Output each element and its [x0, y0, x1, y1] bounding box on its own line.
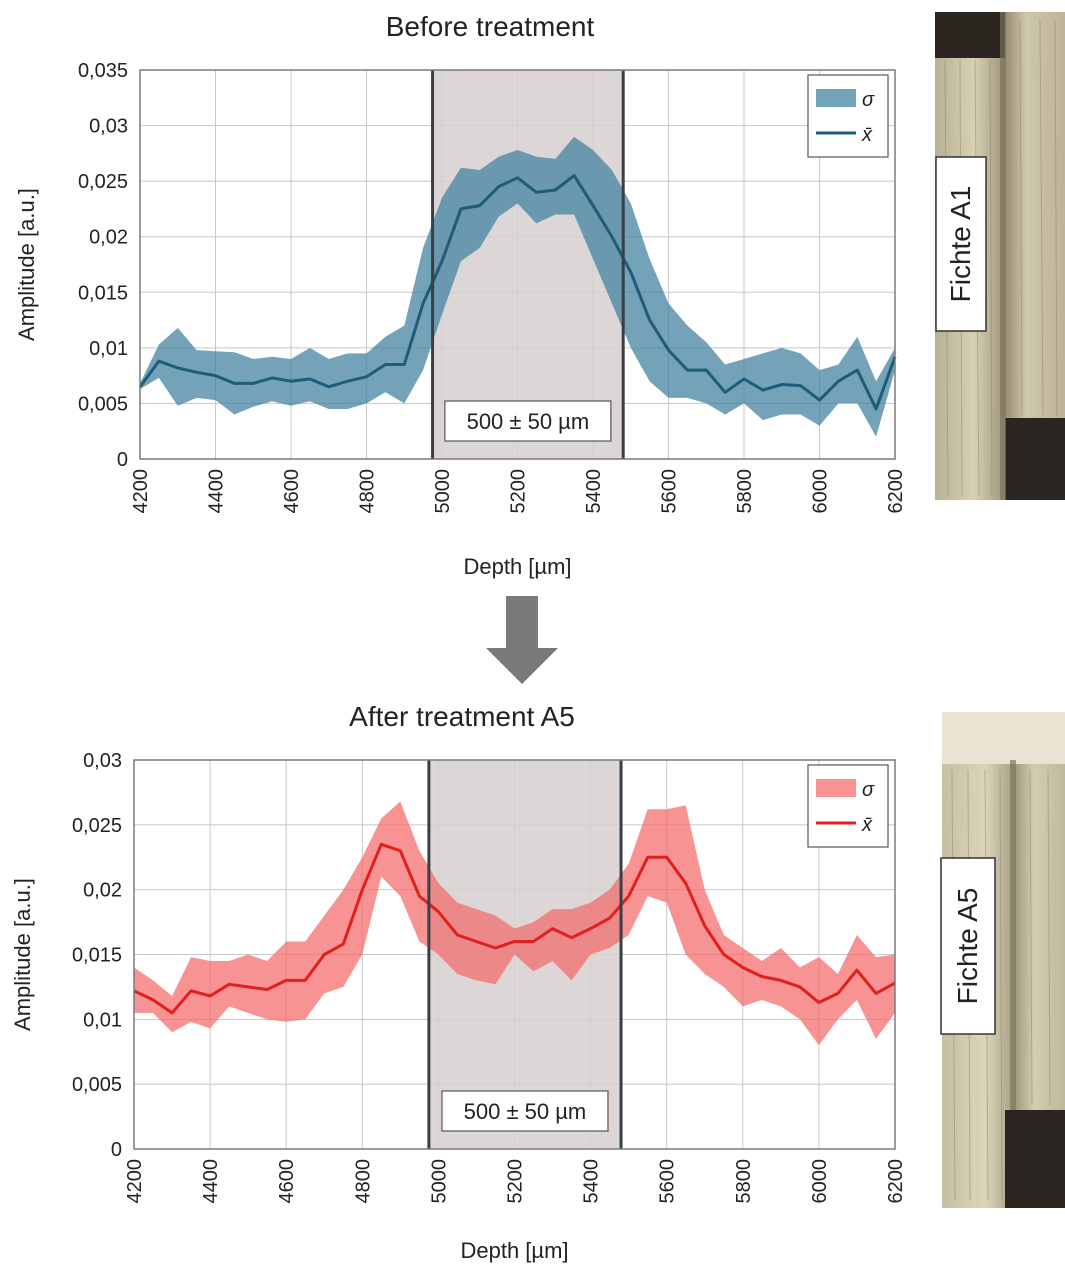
y-tick-label: 0,015: [72, 945, 122, 967]
y-tick-label: 0,03: [83, 750, 122, 772]
y-axis-label: Amplitude [a.u.]: [10, 878, 35, 1031]
x-tick-label: 5400: [583, 469, 605, 514]
legend-box: [807, 764, 889, 848]
x-tick-labels: 4200 4400 4600 4800 5000 5200 5400 5600 5800 6000…: [130, 469, 907, 514]
chart-title: After treatment A5: [349, 701, 575, 732]
x-tick-label: 5600: [659, 469, 681, 514]
highlight-region: [432, 70, 624, 459]
x-axis-label: Depth [µm]: [463, 554, 571, 579]
region-label: 500 ± 50 µm: [444, 400, 612, 442]
y-tick-label: 0,02: [83, 880, 122, 902]
x-tick-label: 4400: [200, 1159, 222, 1204]
y-tick-label: 0,005: [72, 1074, 122, 1096]
x-tick-label: 6000: [809, 1159, 831, 1204]
legend-swatch-band: [816, 779, 856, 797]
y-tick-label: 0,02: [89, 227, 128, 249]
x-tick-label: 4800: [352, 1159, 374, 1204]
x-tick-label: 4600: [276, 1159, 298, 1204]
region-label-text: 500 ± 50 µm: [464, 1099, 587, 1124]
y-tick-labels: 0 0,005 0,01 0,015 0,02 0,025 0,03 0,035: [78, 60, 128, 471]
x-tick-label: 4200: [130, 469, 152, 514]
chart-before-treatment: Before treatment 500 ± 50 µm 00,0050,010…: [14, 11, 907, 579]
y-tick-label: 0,015: [78, 282, 128, 304]
y-tick-label: 0,01: [89, 338, 128, 360]
x-tick-label: 5000: [432, 469, 454, 514]
std-band: [134, 801, 895, 1046]
plot-frame: [133, 759, 896, 1150]
y-tick-label: 0,025: [72, 815, 122, 837]
x-tick-label: 6000: [810, 469, 832, 514]
y-tick-label: 0: [111, 1139, 122, 1161]
std-band: [140, 136, 895, 437]
x-tick-label: 4800: [357, 469, 379, 514]
y-tick-label: 0,01: [83, 1009, 122, 1031]
legend-label-band: σ: [862, 779, 875, 801]
x-tick-labels: 4200 4400 4600 4800 5000 5200 5400 5600 5800 6000…: [124, 1159, 907, 1204]
x-tick-label: 4600: [281, 469, 303, 514]
region-label-text: 500 ± 50 µm: [467, 409, 590, 434]
x-tick-label: 6200: [885, 1159, 907, 1204]
photo-label-box: [935, 156, 987, 332]
photo-label: Fichte A5: [952, 888, 983, 1005]
photo-label: Fichte A1: [945, 186, 976, 303]
x-tick-label: 4400: [206, 469, 228, 514]
x-tick-label: 5800: [733, 1159, 755, 1204]
region-label: 500 ± 50 µm: [441, 1090, 609, 1132]
legend: σ x̄: [807, 74, 889, 158]
x-tick-label: 5200: [505, 1159, 527, 1204]
plot-area: [138, 136, 897, 437]
x-tick-label: 5800: [734, 469, 756, 514]
x-tick-label: 5400: [581, 1159, 603, 1204]
x-tick-label: 5200: [508, 469, 530, 514]
x-tick-label: 5600: [657, 1159, 679, 1204]
x-axis-label: Depth [µm]: [460, 1238, 568, 1263]
chart-title: Before treatment: [386, 11, 595, 42]
x-tick-label: 4200: [124, 1159, 146, 1204]
y-tick-label: 0,005: [78, 393, 128, 415]
y-tick-label: 0,03: [89, 116, 128, 138]
y-axis-label: Amplitude [a.u.]: [14, 188, 39, 341]
plot-area: [133, 801, 896, 1046]
x-tick-label: 5000: [428, 1159, 450, 1204]
wood-sample-photo-a5: Fichte A5: [940, 712, 1065, 1208]
legend-label-line: x̄: [861, 814, 873, 836]
y-tick-labels: 0 0,005 0,01 0,015 0,02 0,025 0,03: [72, 750, 122, 1161]
chart-after-treatment: After treatment A5 500 ± 50 µm 0 0,005 0,0…: [10, 701, 907, 1263]
x-tick-label: 6200: [885, 469, 907, 514]
photo-label-box: [940, 857, 996, 1035]
legend-label-line: x̄: [861, 124, 873, 146]
wood-sample-photo-a1: Fichte A1: [935, 12, 1065, 500]
legend: σ x̄: [807, 764, 889, 848]
legend-swatch-band: [816, 89, 856, 107]
plot-frame: [139, 69, 896, 460]
y-tick-label: 0,035: [78, 60, 128, 82]
legend-label-band: σ: [862, 89, 875, 111]
legend-box: [807, 74, 889, 158]
y-tick-label: 0: [117, 449, 128, 471]
y-tick-label: 0,025: [78, 171, 128, 193]
mean-line: [138, 174, 897, 411]
mean-line: [133, 842, 896, 1015]
down-arrow-icon: [486, 596, 558, 684]
